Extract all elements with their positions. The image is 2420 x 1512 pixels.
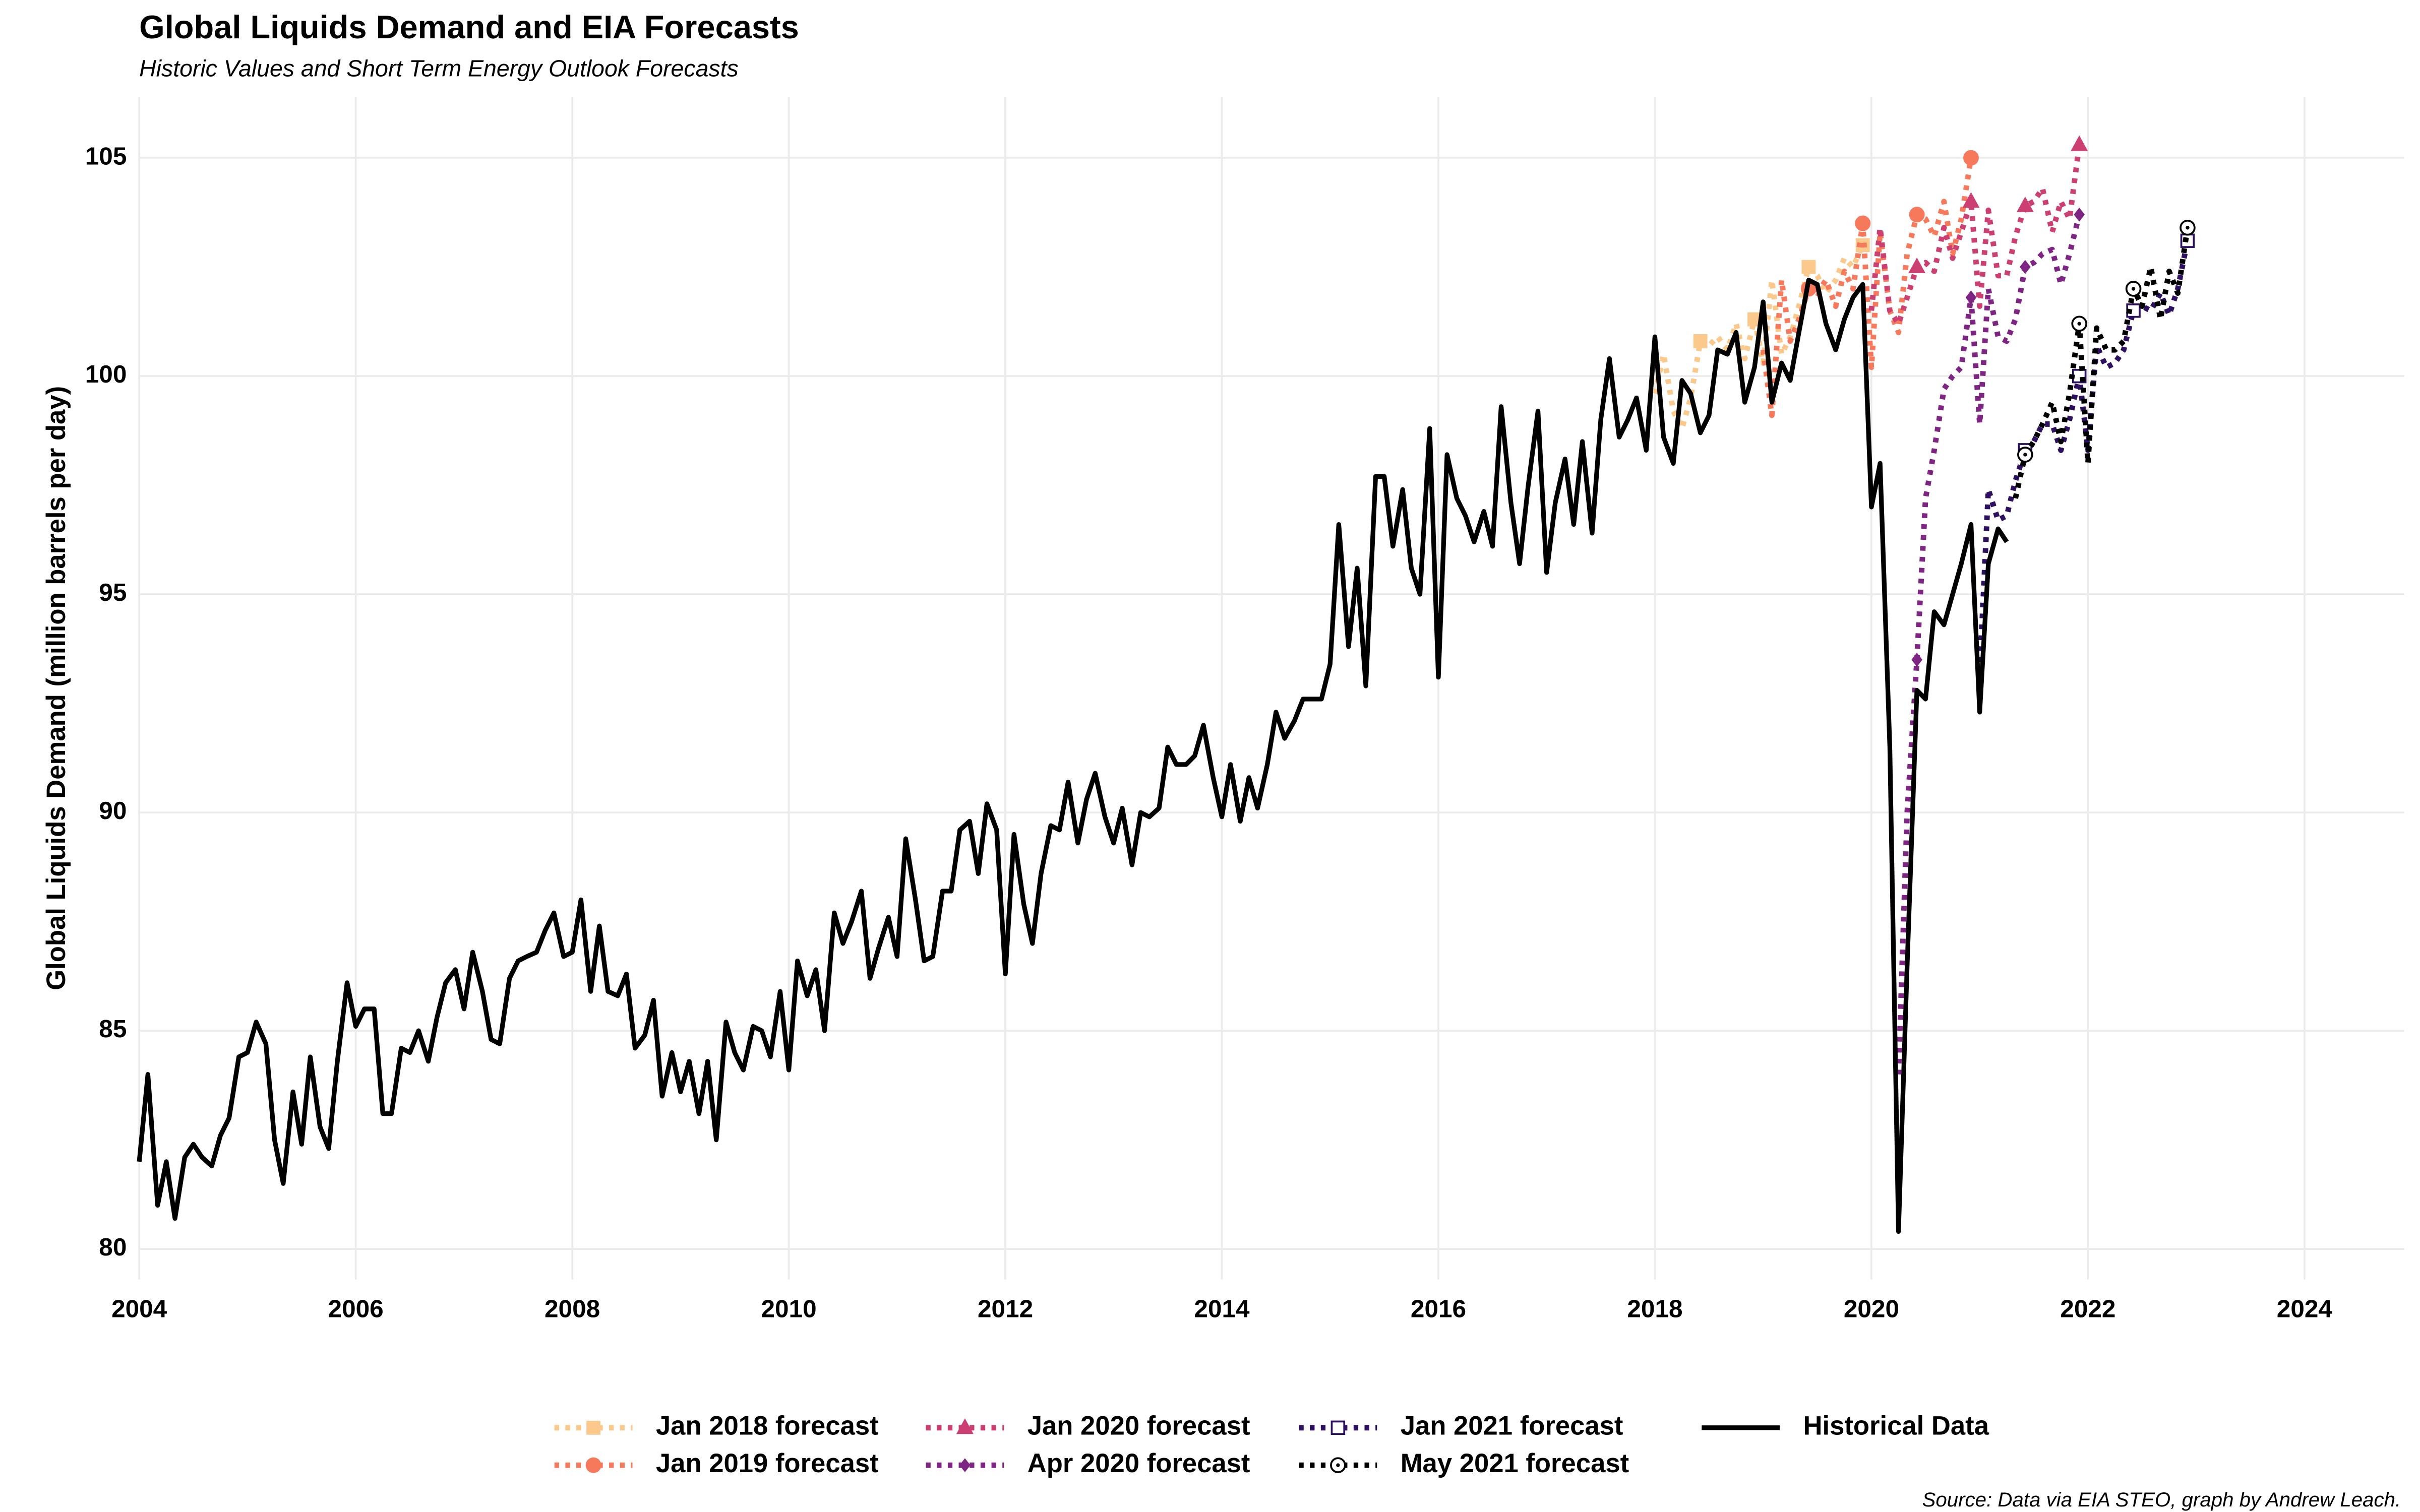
marker-dot (1336, 1463, 1340, 1467)
marker-shape (2020, 260, 2031, 274)
marker (2071, 135, 2088, 151)
x-tick-label: 2022 (2060, 1295, 2115, 1323)
legend-label: Apr 2020 forecast (1027, 1448, 1250, 1478)
marker (1330, 1420, 1346, 1435)
x-tick-label: 2006 (328, 1295, 384, 1323)
marker (2020, 260, 2031, 274)
caption: Source: Data via EIA STEO, graph by Andr… (1922, 1488, 2401, 1511)
marker-shape (1330, 1420, 1346, 1435)
marker-dot (2131, 287, 2136, 291)
marker-shape (1908, 258, 1926, 274)
marker (2017, 447, 2033, 463)
marker-shape (2074, 207, 2085, 222)
marker-shape (585, 1457, 601, 1473)
x-tick-label: 2014 (1194, 1295, 1250, 1323)
marker-dot (2023, 453, 2027, 457)
x-tick-label: 2024 (2277, 1295, 2333, 1323)
marker (1801, 260, 1816, 274)
marker-shape (1911, 653, 1922, 667)
legend-label: Jan 2020 forecast (1027, 1411, 1250, 1441)
marker (1693, 334, 1708, 348)
marker-shape (1801, 260, 1816, 274)
x-tick-label: 2010 (761, 1295, 816, 1323)
marker (1965, 290, 1977, 305)
y-tick-label: 105 (85, 142, 127, 170)
y-tick-label: 85 (99, 1015, 127, 1043)
marker (1911, 653, 1922, 667)
marker (2016, 196, 2034, 212)
x-tick-label: 2016 (1411, 1295, 1466, 1323)
series-line (2013, 227, 2191, 499)
legend-label: Jan 2018 forecast (656, 1411, 879, 1441)
marker (1963, 150, 1979, 166)
marker (586, 1420, 601, 1435)
x-tick-label: 2004 (111, 1295, 167, 1323)
y-tick-label: 90 (99, 797, 127, 825)
marker (2125, 281, 2142, 297)
y-tick-label: 80 (99, 1233, 127, 1261)
marker-shape (586, 1420, 601, 1435)
marker (956, 1418, 974, 1434)
marker-dot (2186, 226, 2190, 230)
marker (1909, 207, 1925, 223)
series-line (1760, 157, 1974, 418)
y-tick-label: 95 (99, 579, 127, 606)
legend-label: May 2021 forecast (1401, 1448, 1629, 1478)
legend-label: Historical Data (1803, 1411, 1989, 1441)
legend-label: Jan 2019 forecast (656, 1448, 879, 1478)
y-tick-label: 100 (85, 360, 127, 388)
series-line (137, 278, 2009, 1234)
marker (1330, 1457, 1346, 1473)
marker-shape (1693, 334, 1708, 348)
marker-dot (2077, 322, 2081, 326)
legend-label: Jan 2021 forecast (1401, 1411, 1623, 1441)
series-line (1977, 240, 2191, 673)
chart-subtitle: Historic Values and Short Term Energy Ou… (139, 55, 739, 82)
marker (585, 1457, 601, 1473)
series-line (1652, 244, 1865, 431)
y-axis-label: Global Liquids Demand (million barrels p… (41, 386, 71, 990)
marker (959, 1458, 971, 1473)
marker (1855, 215, 1871, 231)
series-line (1896, 214, 2082, 1075)
marker (1908, 258, 1926, 274)
marker-shape (1962, 192, 1980, 208)
chart-title: Global Liquids Demand and EIA Forecasts (139, 9, 799, 45)
marker-shape (2016, 196, 2034, 212)
x-tick-label: 2020 (1844, 1295, 1899, 1323)
marker-shape (1963, 150, 1979, 166)
marker-shape (959, 1458, 971, 1473)
x-tick-label: 2018 (1627, 1295, 1682, 1323)
x-tick-label: 2012 (978, 1295, 1033, 1323)
marker-shape (1909, 207, 1925, 223)
marker-shape (1855, 215, 1871, 231)
marker-shape (956, 1418, 974, 1434)
marker (2071, 316, 2088, 332)
marker-shape (1965, 290, 1977, 305)
x-tick-label: 2008 (544, 1295, 600, 1323)
marker (1962, 192, 1980, 208)
marker (2074, 207, 2085, 222)
marker-shape (2071, 135, 2088, 151)
marker (2180, 219, 2196, 236)
